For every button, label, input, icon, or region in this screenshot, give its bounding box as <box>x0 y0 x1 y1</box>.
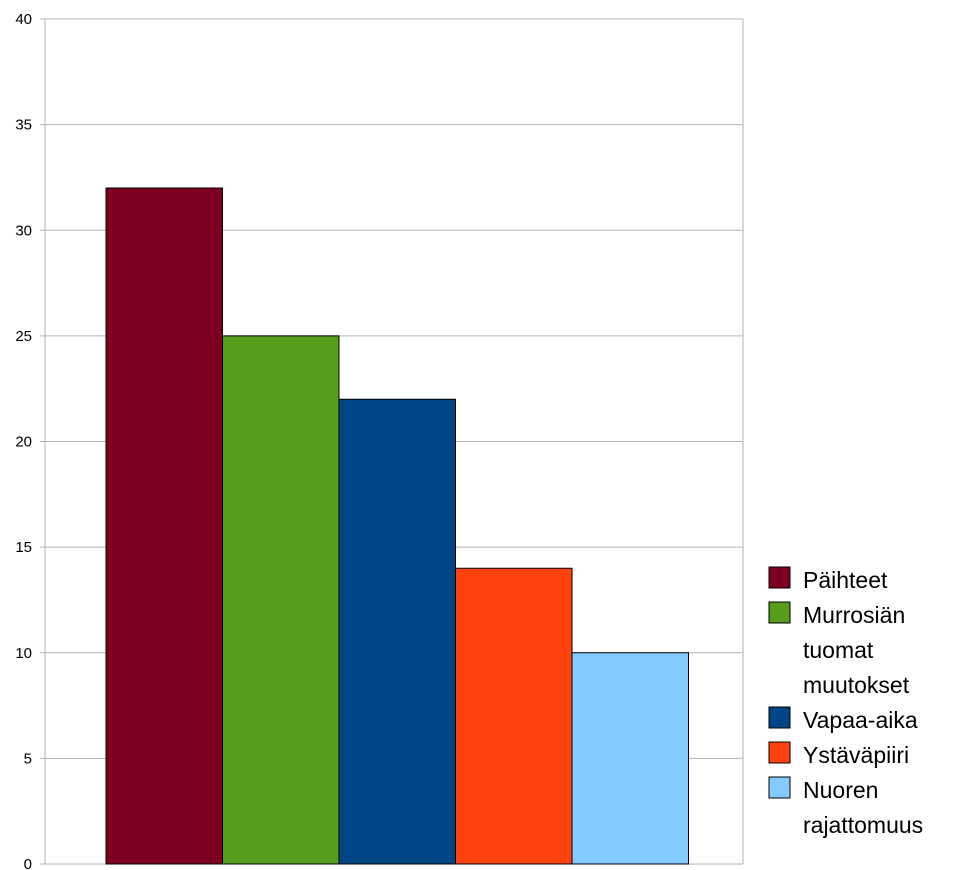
bar <box>105 187 223 865</box>
y-tick-label: 10 <box>15 645 32 662</box>
bar <box>338 398 456 865</box>
y-tick-label: 40 <box>15 11 32 28</box>
y-tick-label: 20 <box>15 434 32 451</box>
legend-swatch <box>768 741 791 764</box>
bar <box>455 567 573 865</box>
legend-swatch <box>768 776 791 799</box>
bar <box>571 652 689 865</box>
y-tick-label: 0 <box>24 856 32 870</box>
legend-label: Päihteet <box>803 567 888 593</box>
y-tick-label: 15 <box>15 539 32 556</box>
legend-label: Nuoren rajattomuus <box>803 777 923 838</box>
bar <box>222 335 340 865</box>
legend: Päihteet Murrosiän tuomat muutokset Vapaa-ai… <box>768 566 923 838</box>
bars <box>105 187 689 865</box>
y-tick-label: 30 <box>15 222 32 239</box>
y-axis: 0 5 10 15 20 25 30 35 40 <box>15 11 744 870</box>
legend-swatch <box>768 601 791 624</box>
legend-label: Vapaa-aika <box>803 707 918 733</box>
legend-label: Ystäväpiiri <box>803 742 909 768</box>
legend-swatch <box>768 706 791 729</box>
legend-label: Murrosiän tuomat muutokset <box>803 602 910 698</box>
y-tick-label: 5 <box>24 750 32 767</box>
y-tick-label: 25 <box>15 328 32 345</box>
legend-swatch <box>768 566 791 589</box>
y-tick-label: 35 <box>15 117 32 134</box>
